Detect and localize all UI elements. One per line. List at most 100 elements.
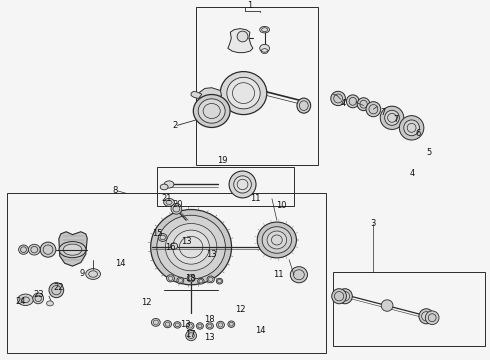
Text: 5: 5 — [426, 148, 431, 157]
Circle shape — [164, 198, 174, 206]
Text: 4: 4 — [341, 99, 345, 108]
Ellipse shape — [331, 91, 345, 105]
Text: 7: 7 — [381, 108, 386, 117]
Ellipse shape — [186, 323, 194, 329]
Ellipse shape — [237, 31, 248, 42]
Bar — [333, 272, 485, 346]
Ellipse shape — [198, 99, 225, 123]
Text: 6: 6 — [416, 129, 420, 138]
Ellipse shape — [385, 110, 399, 125]
Text: 11: 11 — [250, 194, 261, 203]
Ellipse shape — [151, 210, 232, 285]
Ellipse shape — [228, 321, 235, 327]
Text: 10: 10 — [276, 202, 287, 211]
Ellipse shape — [260, 44, 270, 52]
Polygon shape — [228, 28, 253, 53]
Ellipse shape — [207, 276, 215, 283]
Text: 18: 18 — [185, 274, 196, 283]
Ellipse shape — [229, 171, 256, 198]
Ellipse shape — [297, 98, 311, 113]
Ellipse shape — [158, 234, 167, 242]
Ellipse shape — [234, 176, 251, 193]
Ellipse shape — [383, 107, 401, 126]
Ellipse shape — [49, 283, 64, 298]
Ellipse shape — [399, 116, 424, 140]
Text: 12: 12 — [235, 305, 245, 314]
Polygon shape — [191, 91, 202, 99]
Text: 13: 13 — [206, 250, 217, 259]
Text: 8: 8 — [113, 186, 118, 195]
Ellipse shape — [267, 231, 287, 249]
Ellipse shape — [402, 116, 421, 138]
Bar — [157, 167, 294, 206]
Ellipse shape — [227, 77, 260, 109]
Ellipse shape — [220, 72, 267, 114]
Ellipse shape — [217, 321, 224, 328]
Ellipse shape — [421, 312, 431, 321]
Text: 13: 13 — [180, 320, 191, 329]
Ellipse shape — [171, 203, 182, 214]
Circle shape — [47, 301, 53, 306]
Ellipse shape — [157, 215, 225, 279]
Polygon shape — [59, 232, 87, 266]
Ellipse shape — [177, 277, 184, 284]
Circle shape — [160, 184, 168, 190]
Ellipse shape — [332, 289, 346, 304]
Ellipse shape — [171, 243, 177, 249]
Ellipse shape — [262, 227, 292, 253]
Ellipse shape — [425, 311, 439, 324]
Ellipse shape — [59, 242, 86, 258]
Ellipse shape — [28, 244, 40, 255]
Bar — [7, 193, 326, 353]
Text: 21: 21 — [161, 194, 172, 203]
Ellipse shape — [151, 319, 160, 326]
Ellipse shape — [419, 309, 434, 324]
Text: 19: 19 — [217, 156, 228, 165]
Text: 14: 14 — [115, 259, 125, 268]
Ellipse shape — [340, 292, 349, 301]
Ellipse shape — [206, 323, 214, 329]
Text: 24: 24 — [15, 297, 26, 306]
Text: 20: 20 — [172, 200, 183, 209]
Ellipse shape — [193, 95, 230, 127]
Text: 14: 14 — [255, 326, 266, 335]
Ellipse shape — [172, 230, 210, 264]
Ellipse shape — [217, 278, 222, 284]
Ellipse shape — [257, 222, 296, 258]
Ellipse shape — [346, 95, 359, 108]
Ellipse shape — [290, 267, 308, 283]
Ellipse shape — [186, 330, 196, 341]
Text: 16: 16 — [165, 243, 176, 252]
Text: 2: 2 — [173, 121, 178, 130]
Ellipse shape — [197, 278, 204, 284]
Ellipse shape — [173, 322, 181, 328]
Ellipse shape — [380, 106, 404, 130]
Text: 7: 7 — [393, 116, 398, 125]
Text: 9: 9 — [80, 269, 85, 278]
Text: 11: 11 — [273, 270, 284, 279]
Text: 18: 18 — [204, 315, 215, 324]
Text: 15: 15 — [152, 229, 163, 238]
Bar — [196, 7, 318, 165]
Text: 4: 4 — [410, 169, 415, 178]
Text: 13: 13 — [204, 333, 215, 342]
Ellipse shape — [19, 245, 28, 254]
Polygon shape — [198, 88, 221, 100]
Ellipse shape — [338, 289, 352, 304]
Text: 13: 13 — [181, 237, 192, 246]
Text: 3: 3 — [371, 219, 376, 228]
Ellipse shape — [260, 26, 270, 33]
Text: 23: 23 — [33, 290, 44, 299]
Ellipse shape — [166, 224, 217, 271]
Text: 22: 22 — [53, 283, 64, 292]
Ellipse shape — [366, 102, 381, 117]
Ellipse shape — [164, 321, 171, 328]
Circle shape — [18, 294, 33, 306]
Text: 12: 12 — [141, 298, 151, 307]
Ellipse shape — [381, 300, 393, 311]
Ellipse shape — [63, 244, 82, 255]
Text: 17: 17 — [185, 330, 196, 339]
Ellipse shape — [167, 275, 174, 282]
Circle shape — [164, 181, 174, 188]
Ellipse shape — [196, 323, 203, 329]
